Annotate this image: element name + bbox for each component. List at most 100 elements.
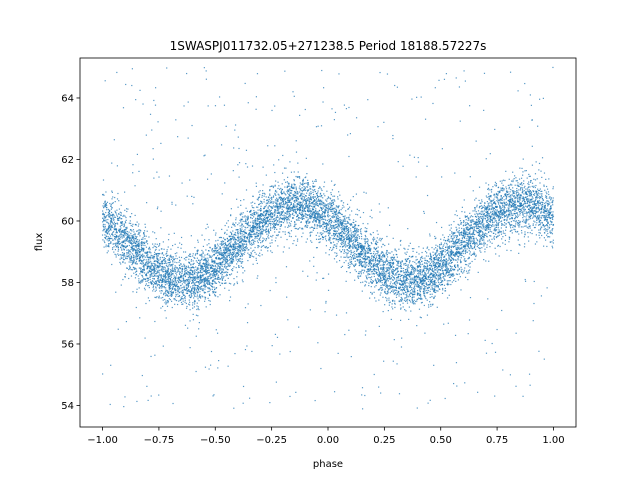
- data-point: [214, 261, 216, 263]
- data-point: [337, 198, 339, 200]
- data-point: [316, 225, 318, 227]
- data-point: [278, 211, 280, 213]
- data-point: [537, 194, 539, 196]
- data-point: [299, 202, 301, 204]
- data-point: [489, 235, 491, 237]
- data-point: [497, 235, 499, 237]
- data-point: [533, 210, 536, 212]
- data-point: [405, 299, 407, 301]
- data-point: [412, 278, 414, 280]
- data-point: [325, 228, 327, 230]
- data-point: [443, 244, 445, 246]
- data-point: [345, 240, 347, 243]
- data-point: [125, 208, 128, 210]
- data-point: [134, 268, 136, 270]
- data-point: [366, 258, 368, 261]
- data-point: [480, 230, 482, 232]
- data-point: [312, 200, 314, 203]
- data-point: [262, 190, 264, 192]
- data-point: [487, 193, 490, 195]
- data-point: [270, 229, 272, 231]
- data-point: [117, 253, 119, 255]
- data-point: [193, 297, 195, 299]
- data-point: [219, 259, 221, 261]
- data-point: [234, 255, 236, 257]
- data-point: [218, 281, 220, 283]
- data-point: [307, 190, 309, 192]
- data-point: [254, 246, 256, 249]
- data-point: [157, 277, 159, 279]
- data-point: [492, 217, 494, 219]
- data-point: [280, 201, 282, 203]
- data-point: [325, 205, 327, 207]
- data-point: [431, 269, 433, 271]
- data-point: [338, 209, 340, 211]
- data-point: [415, 270, 417, 272]
- data-point: [252, 226, 254, 228]
- data-point: [308, 211, 310, 213]
- data-point: [192, 302, 194, 304]
- data-point: [391, 271, 393, 273]
- data-point: [240, 237, 242, 239]
- data-point: [449, 273, 452, 275]
- data-point: [312, 211, 314, 213]
- data-point: [241, 228, 243, 230]
- data-point: [129, 220, 131, 222]
- data-point: [469, 236, 472, 239]
- data-point: [528, 189, 530, 191]
- data-point: [370, 256, 373, 258]
- data-point: [314, 185, 316, 187]
- data-point: [460, 261, 462, 263]
- data-point: [118, 208, 121, 210]
- data-point: [285, 201, 287, 203]
- data-point: [317, 190, 319, 192]
- data-point: [329, 226, 331, 228]
- data-point: [137, 247, 140, 250]
- data-point: [450, 283, 452, 286]
- data-point: [404, 297, 406, 299]
- data-point: [161, 287, 163, 289]
- data-point: [511, 224, 513, 226]
- data-point: [369, 250, 371, 252]
- data-point: [235, 243, 237, 245]
- data-point: [300, 193, 302, 195]
- data-point: [120, 222, 122, 224]
- data-point: [120, 218, 122, 220]
- data-point: [312, 197, 315, 200]
- data-point: [246, 244, 248, 246]
- data-point: [371, 243, 373, 245]
- data-point: [328, 222, 330, 224]
- data-point: [531, 232, 533, 235]
- data-point: [505, 170, 507, 172]
- data-point: [248, 231, 251, 234]
- data-point: [486, 235, 488, 237]
- data-point: [513, 178, 515, 180]
- data-point: [323, 231, 325, 233]
- data-point: [305, 176, 307, 178]
- data-point: [406, 302, 409, 304]
- data-point: [269, 189, 271, 191]
- data-point: [535, 203, 538, 205]
- data-point: [149, 274, 151, 276]
- data-point: [142, 259, 145, 261]
- data-point: [209, 274, 211, 276]
- data-point: [247, 216, 249, 218]
- data-point: [270, 216, 272, 218]
- data-point: [319, 202, 321, 204]
- data-point: [495, 213, 497, 216]
- data-point: [482, 228, 484, 230]
- data-point: [310, 211, 312, 213]
- data-point: [246, 210, 248, 212]
- data-point: [281, 172, 284, 174]
- data-point: [214, 280, 216, 283]
- data-point: [177, 279, 179, 282]
- data-point: [117, 219, 119, 221]
- data-point: [512, 200, 514, 202]
- data-point: [165, 279, 167, 281]
- data-point: [312, 189, 314, 191]
- data-point: [294, 208, 296, 211]
- data-point: [343, 225, 345, 227]
- data-point: [286, 218, 288, 220]
- data-point: [390, 277, 392, 279]
- data-point: [108, 215, 110, 218]
